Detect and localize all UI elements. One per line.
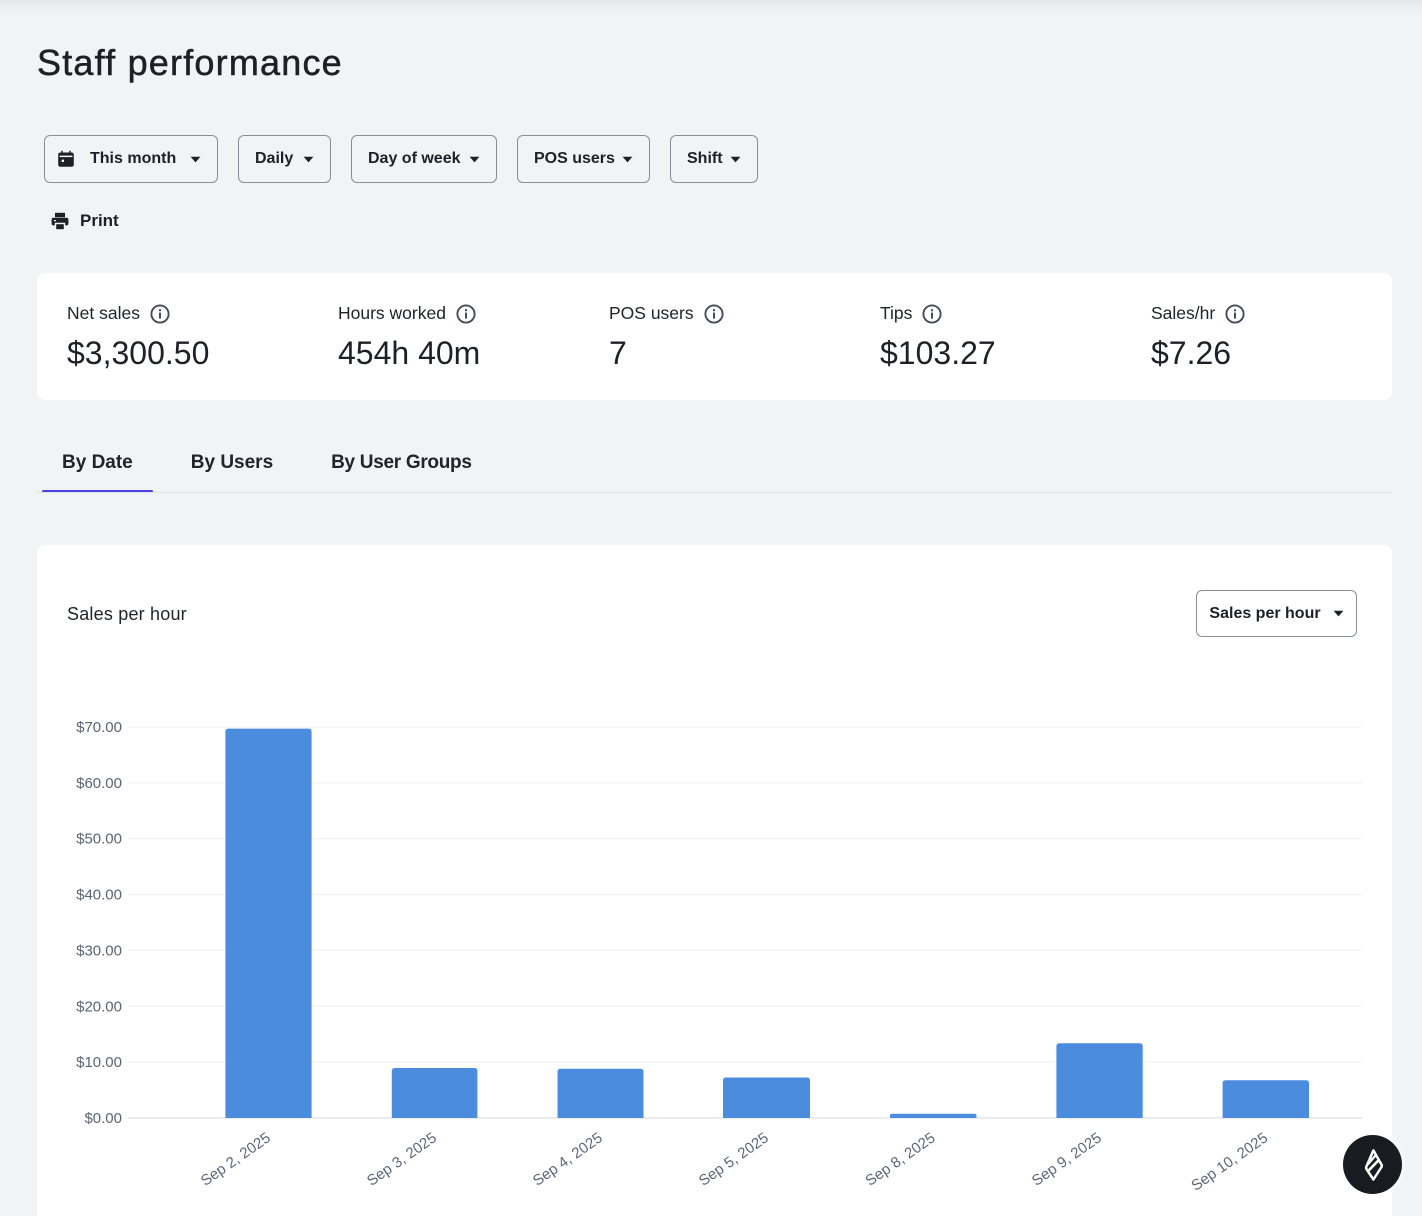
svg-text:Sep 2, 2025: Sep 2, 2025 [198, 1129, 274, 1189]
svg-text:$40.00: $40.00 [76, 887, 122, 904]
svg-text:Sep 3, 2025: Sep 3, 2025 [364, 1129, 440, 1189]
svg-text:Sep 10, 2025: Sep 10, 2025 [1188, 1129, 1271, 1194]
svg-text:$50.00: $50.00 [76, 831, 122, 848]
svg-text:$70.00: $70.00 [76, 719, 122, 736]
svg-text:$20.00: $20.00 [76, 998, 122, 1015]
svg-text:$30.00: $30.00 [76, 942, 122, 959]
svg-text:Sep 9, 2025: Sep 9, 2025 [1029, 1129, 1105, 1189]
svg-text:$10.00: $10.00 [76, 1054, 122, 1071]
svg-text:Sep 8, 2025: Sep 8, 2025 [862, 1129, 938, 1189]
svg-text:$60.00: $60.00 [76, 775, 122, 792]
svg-text:Sep 5, 2025: Sep 5, 2025 [696, 1129, 772, 1189]
svg-text:$0.00: $0.00 [84, 1110, 122, 1127]
svg-text:Sep 4, 2025: Sep 4, 2025 [530, 1129, 606, 1189]
